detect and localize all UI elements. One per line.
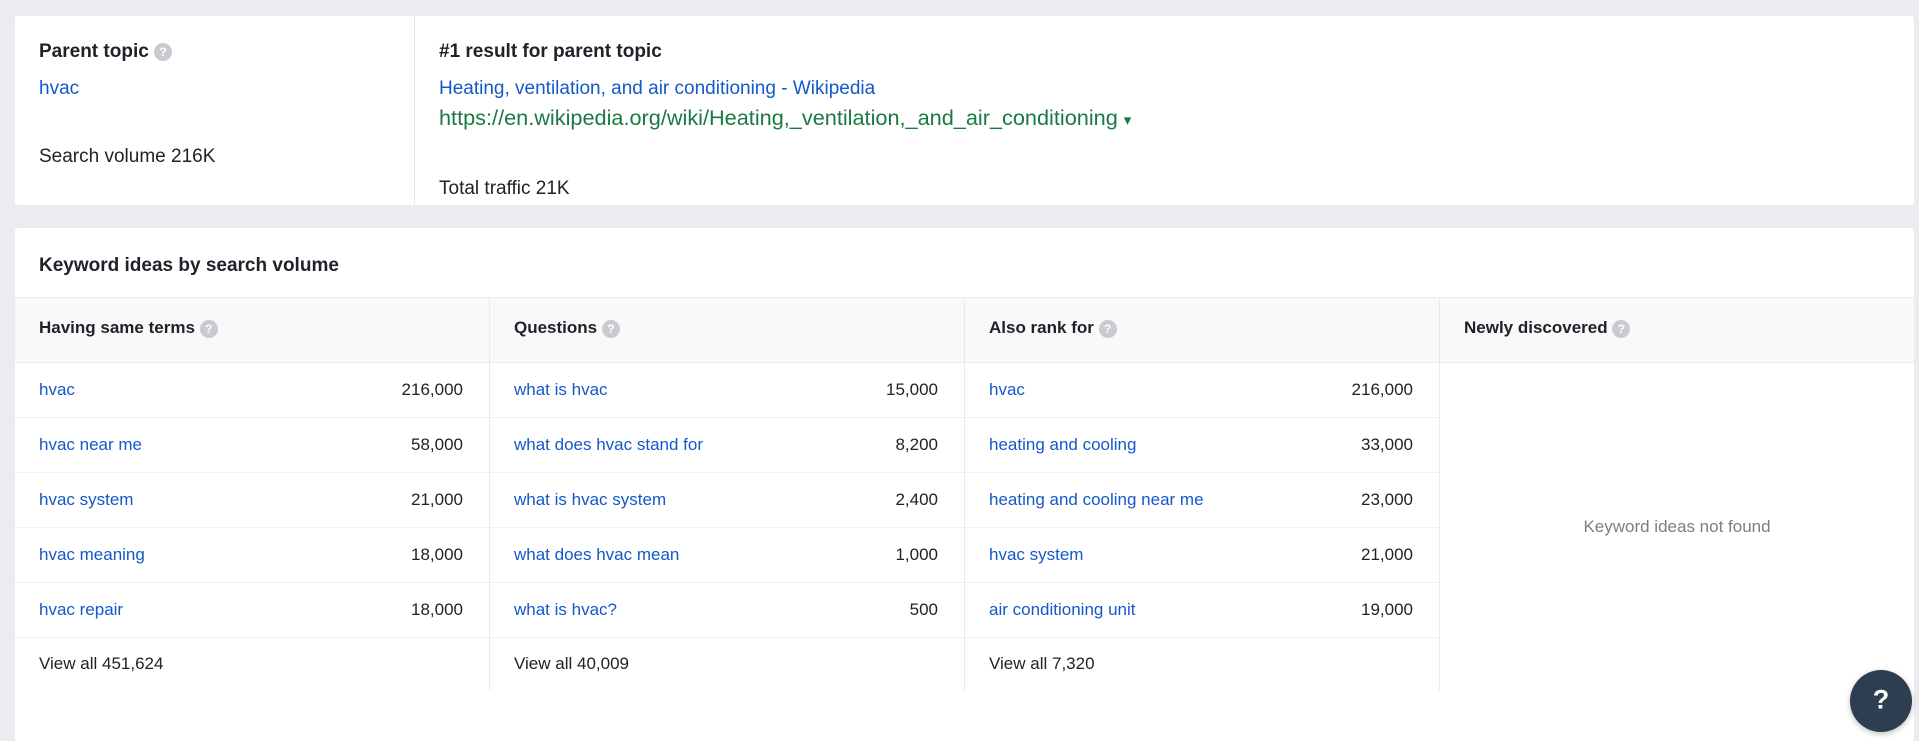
svg-text:?: ?: [1873, 686, 1890, 715]
